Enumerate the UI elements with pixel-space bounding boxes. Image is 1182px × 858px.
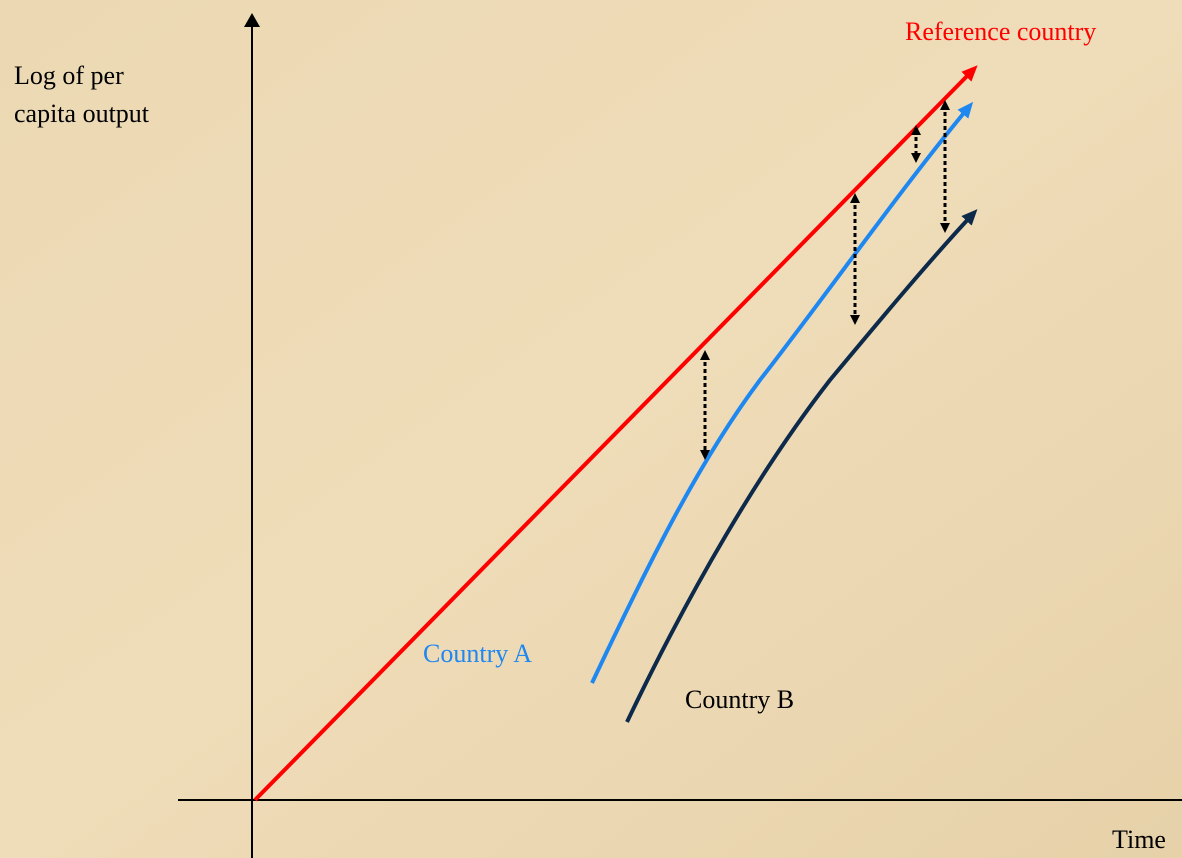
reference-line <box>253 65 978 802</box>
country-a-curve <box>590 101 974 684</box>
country-b-curve <box>625 209 978 723</box>
x-axis-label: Time <box>1112 825 1166 854</box>
y-axis-label-line: Log of per <box>14 61 124 90</box>
country-b-label: Country B <box>685 685 794 714</box>
country-a-label: Country A <box>423 639 532 668</box>
y-axis-label-line: capita output <box>14 99 150 128</box>
reference-label: Reference country <box>905 17 1096 46</box>
